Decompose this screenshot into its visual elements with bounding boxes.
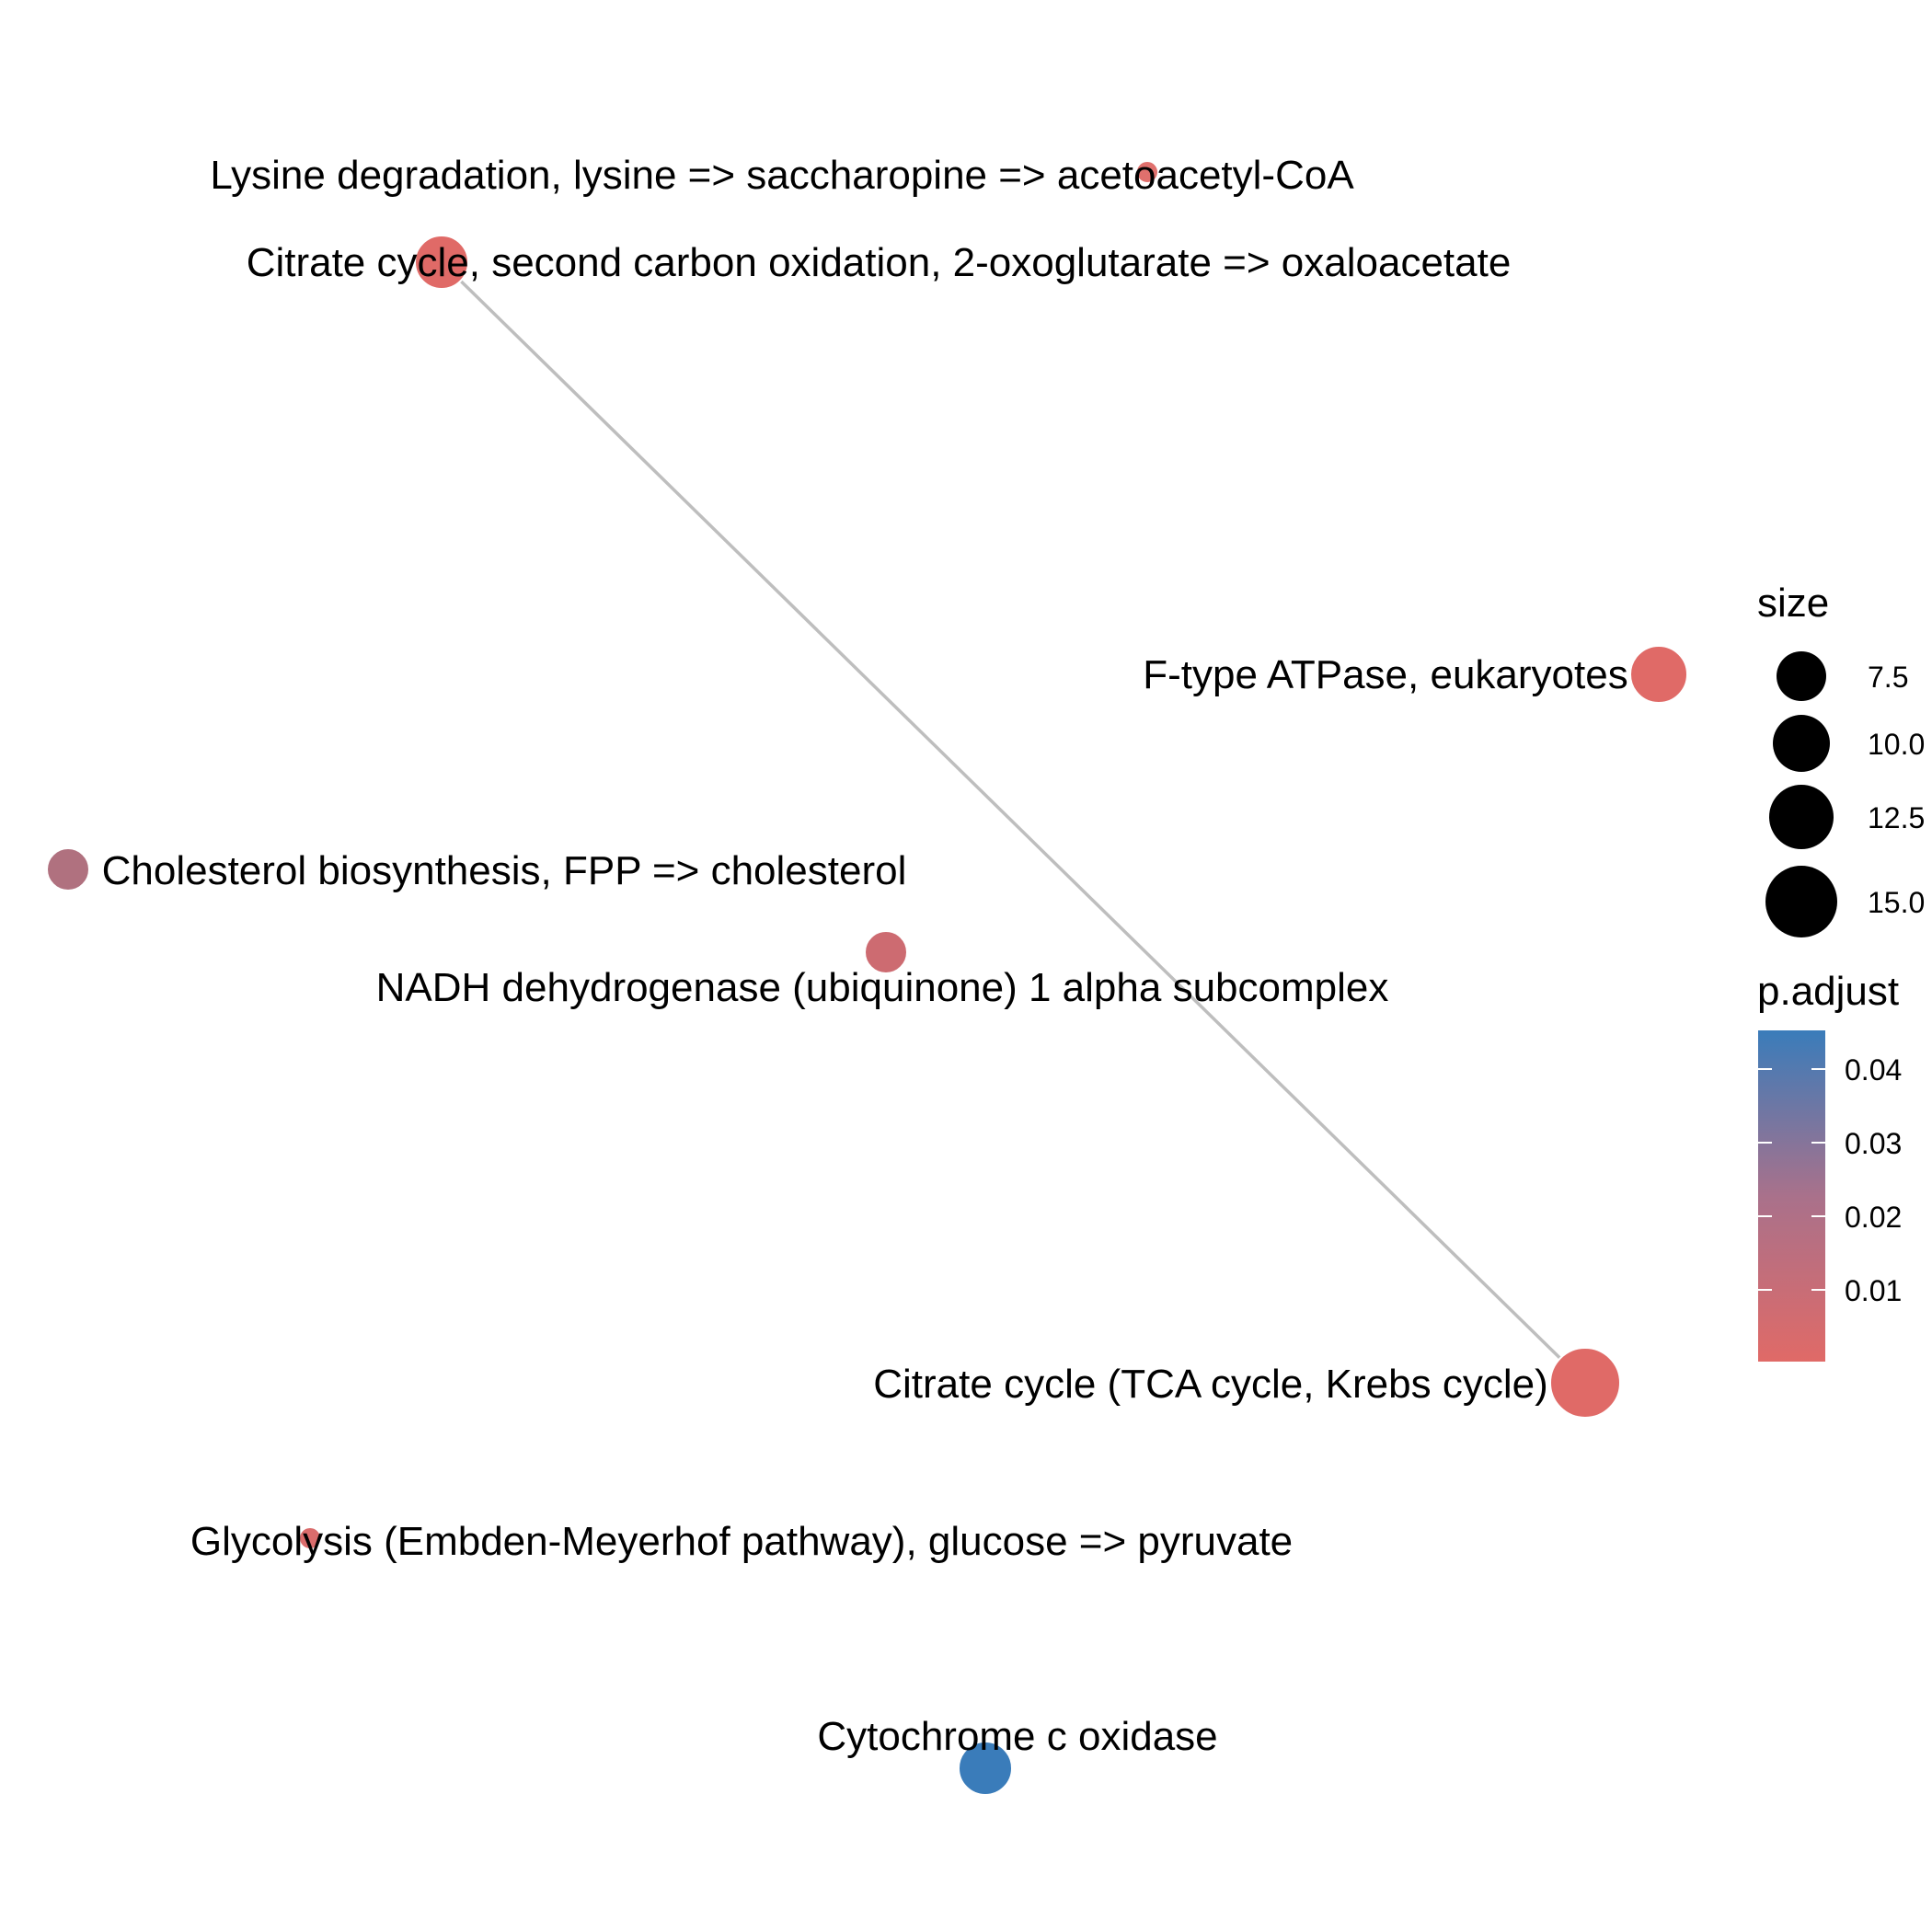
size-legend-label: 10.0	[1868, 728, 1925, 761]
node-cytochrome-c-oxidase	[958, 1741, 1013, 1796]
color-legend-label: 0.04	[1845, 1053, 1902, 1087]
node-citrate-second-oxidation	[414, 235, 469, 290]
size-legend-key	[1769, 785, 1834, 849]
node-label: Citrate cycle, second carbon oxidation, …	[247, 240, 1512, 285]
color-legend-label: 0.03	[1845, 1127, 1902, 1160]
node-label: Cytochrome c oxidase	[817, 1714, 1217, 1759]
size-legend-label: 12.5	[1868, 801, 1925, 834]
node-glycolysis	[298, 1526, 322, 1550]
size-legend-title: size	[1757, 581, 1829, 626]
size-legend-key	[1765, 866, 1837, 937]
node-label: Lysine degradation, lysine => saccharopi…	[210, 153, 1354, 198]
node-label: F-type ATPase, eukaryotes	[1143, 652, 1627, 697]
node-lysine-degradation	[1135, 160, 1159, 184]
size-legend-key	[1773, 715, 1830, 772]
network-edge	[440, 260, 1587, 1385]
size-legend-label: 7.5	[1868, 661, 1908, 694]
color-legend-label: 0.01	[1845, 1274, 1902, 1307]
node-label: NADH dehydrogenase (ubiquinone) 1 alpha …	[376, 965, 1389, 1010]
color-legend-tickmarks	[1758, 1068, 1825, 1291]
node-citrate-tca-cycle	[1549, 1347, 1621, 1419]
size-legend-key	[1777, 651, 1826, 701]
node-label: Cholesterol biosynthesis, FPP => cholest…	[102, 848, 907, 893]
color-legend-label: 0.02	[1845, 1201, 1902, 1234]
color-legend-title: p.adjust	[1757, 969, 1899, 1014]
size-legend: size 7.5 10.0 12.5 15.0	[1757, 581, 1925, 937]
node-f-type-atpase	[1629, 645, 1688, 704]
node-label: Citrate cycle (TCA cycle, Krebs cycle)	[873, 1362, 1548, 1407]
node-label: Glycolysis (Embden-Meyerhof pathway), gl…	[190, 1519, 1293, 1564]
node-layer	[46, 160, 1688, 1796]
node-cholesterol-biosynthesis	[46, 847, 90, 891]
label-layer: Lysine degradation, lysine => saccharopi…	[102, 153, 1628, 1759]
size-legend-label: 15.0	[1868, 886, 1925, 919]
color-legend-bar	[1758, 1030, 1825, 1362]
edge-layer	[440, 260, 1587, 1385]
color-legend: p.adjust 0.04 0.03 0.02 0.01	[1757, 969, 1902, 1362]
node-nadh-dehydrogenase	[864, 930, 908, 974]
